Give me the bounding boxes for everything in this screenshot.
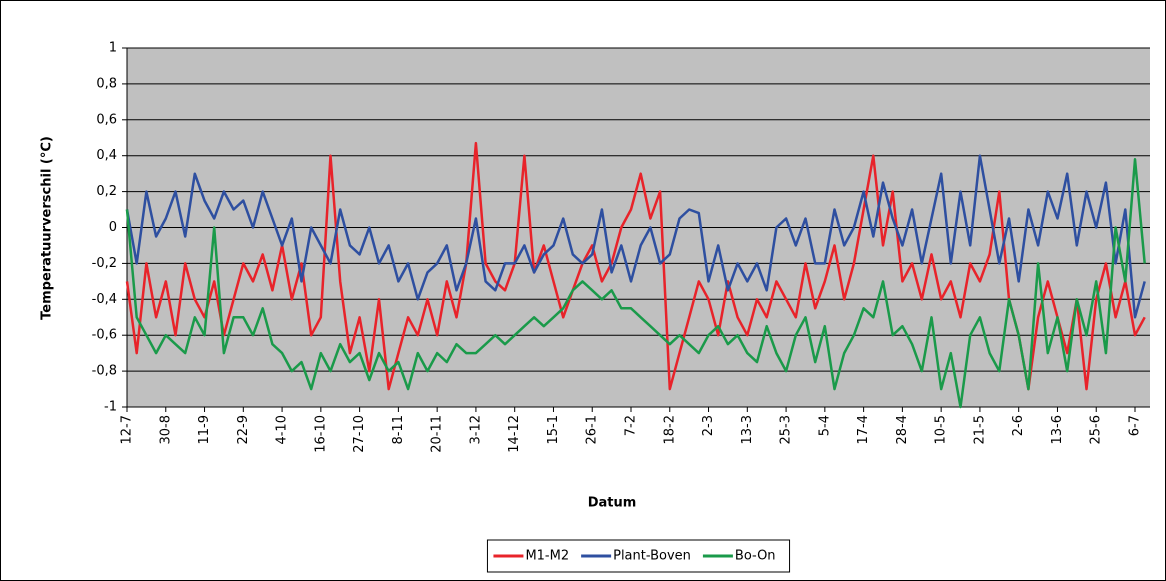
y-tick-label: -0,2 (92, 256, 117, 271)
x-tick-label: 6-7 (1128, 415, 1143, 436)
x-tick-label: 14-12 (507, 415, 522, 453)
x-tick-label: 18-2 (662, 415, 677, 445)
x-tick-label: 21-5 (972, 415, 987, 445)
y-tick-label: 0,2 (96, 184, 117, 199)
x-tick-label: 2-3 (701, 415, 716, 436)
x-tick-label: 12-7 (120, 415, 135, 445)
y-tick-label: -0,8 (92, 364, 117, 379)
x-tick-label: 30-8 (158, 415, 173, 445)
y-tick-label: -1 (104, 400, 117, 415)
x-tick-label: 13-3 (740, 415, 755, 445)
x-tick-label: 16-10 (313, 415, 328, 453)
x-tick-label: 11-9 (197, 415, 212, 445)
x-tick-label: 15-1 (546, 415, 561, 445)
x-tick-label: 27-10 (352, 415, 367, 453)
x-tick-label: 22-9 (236, 415, 251, 445)
x-tick-label: 25-6 (1089, 415, 1104, 445)
legend: M1-M2 Plant-Boven Bo-On (486, 539, 791, 573)
y-tick-label: 0,8 (96, 76, 117, 91)
legend-box (486, 539, 791, 573)
x-axis-title: Datum (588, 496, 637, 511)
x-tick-label: 7-2 (624, 415, 639, 436)
y-tick-label: 0,6 (96, 112, 117, 127)
y-tick-label: -0,6 (92, 328, 117, 343)
data-line (125, 154, 1146, 319)
x-tick-label: 25-3 (779, 415, 794, 445)
x-tick-label: 2-6 (1011, 415, 1026, 436)
y-tick-label: 0,4 (96, 148, 117, 163)
x-tick-label: 10-5 (934, 415, 949, 445)
data-line (125, 141, 1146, 391)
legend-label: M1-M2 (525, 549, 569, 564)
x-tick-label: 28-4 (895, 415, 910, 445)
legend-label: Bo-On (735, 549, 776, 564)
x-tick-label: 13-6 (1050, 415, 1065, 445)
y-tick-label: 0 (109, 220, 117, 235)
x-tick-label: 5-4 (817, 415, 832, 436)
y-tick-label: 1 (109, 41, 117, 56)
x-tick-label: 26-1 (585, 415, 600, 445)
legend-label: Plant-Boven (613, 549, 691, 564)
x-tick-label: 8-11 (391, 415, 406, 445)
x-tick-label: 3-12 (468, 415, 483, 445)
y-axis-title: Temperatuurverschil (°C) (40, 136, 55, 320)
x-tick-label: 17-4 (856, 415, 871, 445)
x-tick-label: 4-10 (275, 415, 290, 445)
y-tick-label: -0,4 (92, 292, 117, 307)
x-tick-label: 20-11 (430, 415, 445, 453)
data-line (125, 158, 1146, 409)
